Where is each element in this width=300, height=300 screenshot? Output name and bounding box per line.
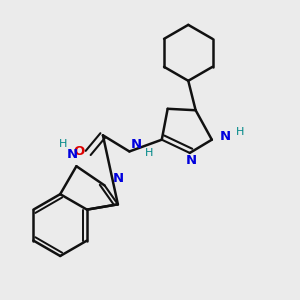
Text: N: N [113,172,124,184]
Text: O: O [74,145,85,158]
Text: H: H [236,127,244,137]
Text: N: N [220,130,231,143]
Text: H: H [145,148,154,158]
Text: N: N [66,148,77,161]
Text: H: H [59,139,67,149]
Text: N: N [186,154,197,167]
Text: N: N [131,138,142,151]
